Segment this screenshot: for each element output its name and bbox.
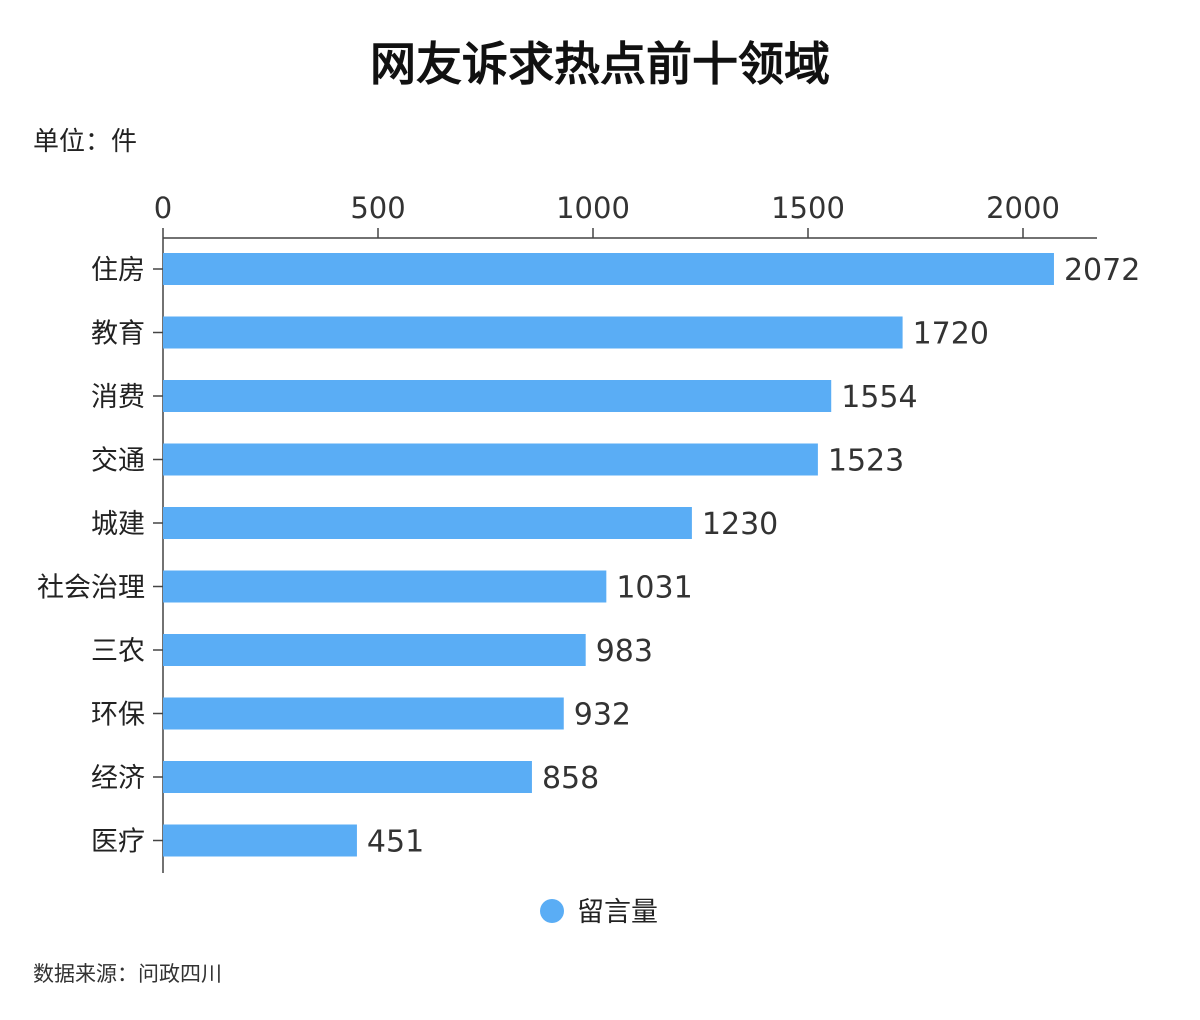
bars-group: 2072 1720 1554 1523 1230 1031 983 932 858 451 [163, 253, 1140, 860]
unit-label: 单位：件 [33, 127, 137, 157]
bar-value-label: 1720 [913, 317, 989, 352]
x-axis: 0 500 1000 1500 2000 [154, 191, 1097, 239]
x-tick-label: 1500 [771, 191, 845, 225]
bar [163, 634, 586, 666]
bar [163, 507, 692, 539]
x-tick-label: 2000 [986, 191, 1060, 225]
category-label: 环保 [91, 700, 145, 731]
bar [163, 761, 532, 793]
category-label: 社会治理 [37, 573, 145, 604]
category-label: 交通 [91, 446, 145, 477]
category-label: 教育 [91, 319, 145, 350]
bar-value-label: 932 [574, 698, 631, 733]
category-label: 经济 [91, 763, 145, 794]
bar [163, 253, 1054, 285]
category-label: 医疗 [91, 827, 145, 858]
category-label: 三农 [91, 636, 145, 667]
legend-label: 留言量 [577, 897, 658, 928]
bar [163, 380, 832, 412]
bar [163, 570, 607, 603]
x-tick-label: 500 [350, 191, 405, 225]
bar [163, 697, 564, 730]
bar-value-label: 858 [542, 761, 599, 796]
bar-value-label: 1031 [616, 571, 692, 606]
x-tick-label: 1000 [556, 191, 630, 225]
source-note: 数据来源：问政四川 [33, 962, 222, 986]
legend-marker [540, 899, 564, 923]
x-tick-label: 0 [154, 191, 172, 225]
legend: 留言量 [540, 897, 658, 928]
chart-title: 网友诉求热点前十领域 [370, 37, 830, 91]
category-label: 住房 [91, 255, 145, 286]
bar-value-label: 451 [367, 825, 424, 860]
bar-value-label: 1554 [841, 380, 917, 415]
bar [163, 316, 903, 349]
category-label: 城建 [91, 509, 145, 540]
bar [163, 443, 818, 476]
bar-value-label: 1523 [828, 444, 904, 479]
bar-value-label: 2072 [1064, 253, 1140, 288]
bar-value-label: 983 [596, 634, 653, 669]
category-label: 消费 [91, 382, 145, 413]
bar-value-label: 1230 [702, 507, 778, 542]
bar [163, 824, 357, 857]
